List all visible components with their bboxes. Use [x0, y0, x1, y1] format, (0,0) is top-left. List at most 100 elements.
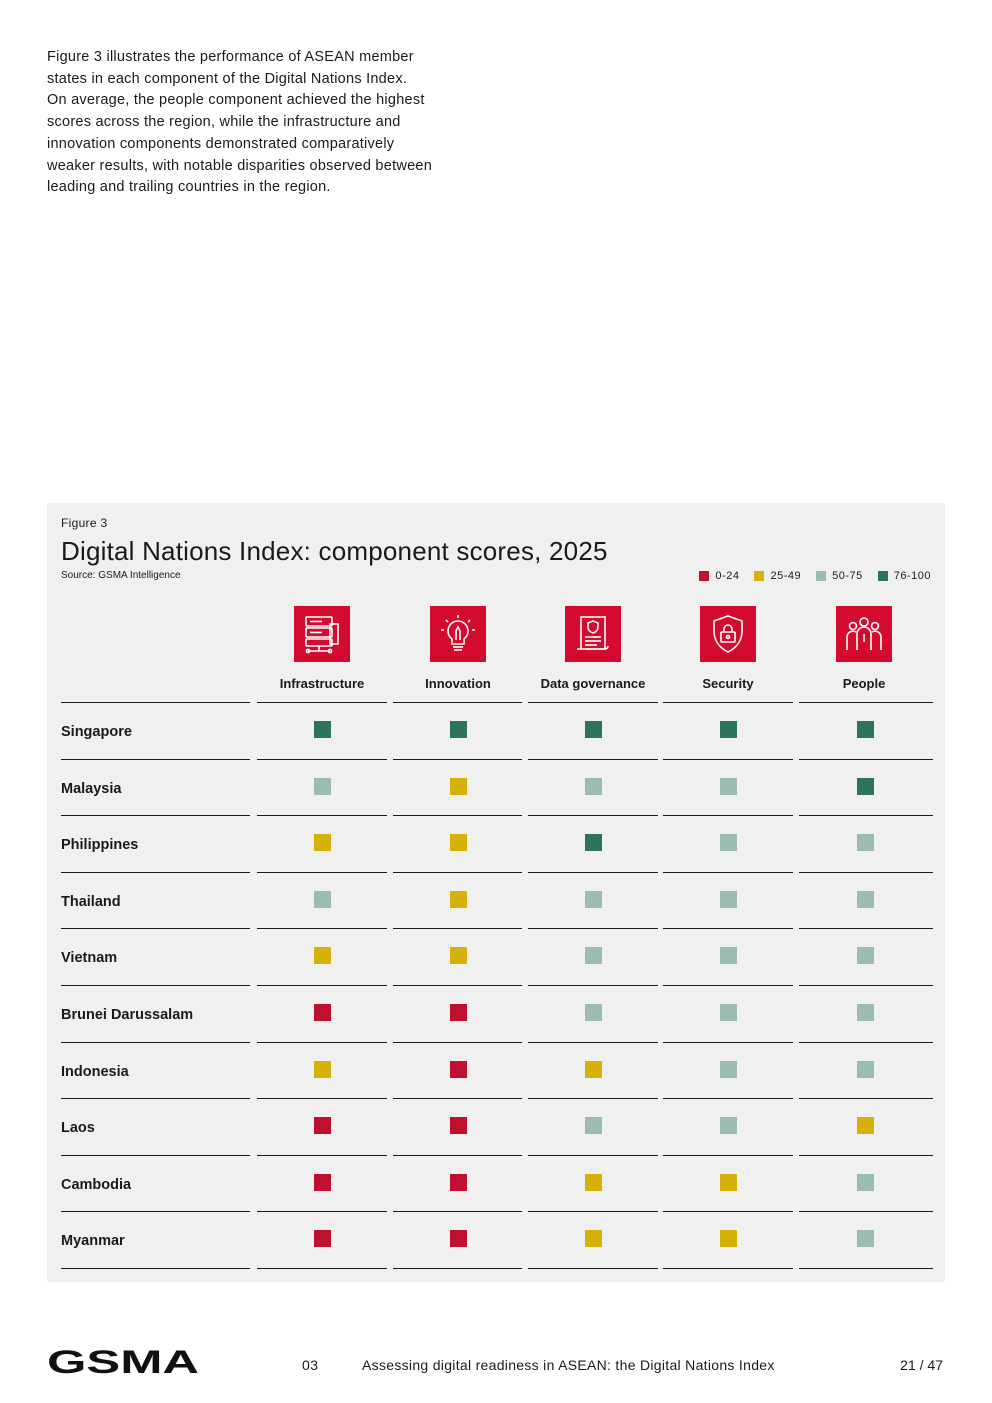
score-cell — [584, 834, 602, 851]
legend-label: 25-49 — [770, 570, 802, 582]
column-label: Infrastructure — [279, 676, 365, 691]
row-divider — [393, 1211, 522, 1212]
score-cell — [584, 1004, 602, 1021]
score-cell — [313, 1117, 331, 1134]
row-divider — [61, 815, 250, 816]
row-divider — [663, 872, 793, 873]
row-divider — [799, 759, 933, 760]
legend-item: 50-75 — [816, 570, 863, 582]
footer-document-title: Assessing digital readiness in ASEAN: th… — [362, 1357, 775, 1373]
country-label: Malaysia — [61, 781, 122, 797]
table-rules — [47, 503, 945, 1282]
column-header-security: Security — [663, 606, 793, 691]
row-divider — [799, 985, 933, 986]
row-divider — [61, 1155, 250, 1156]
row-divider — [257, 759, 387, 760]
country-label: Cambodia — [61, 1177, 132, 1193]
country-label: Myanmar — [61, 1233, 125, 1249]
intro-line: innovation components demonstrated compa… — [47, 135, 395, 152]
row-divider — [257, 1098, 387, 1099]
column-header-innovation: Innovation — [393, 606, 523, 691]
country-label: Philippines — [61, 837, 139, 853]
score-cell — [584, 721, 602, 738]
row-divider — [61, 759, 250, 760]
score-cell — [719, 891, 737, 908]
row-divider — [393, 815, 522, 816]
row-divider — [61, 928, 250, 929]
figure-title: Digital Nations Index: component scores,… — [61, 536, 608, 566]
row-divider — [393, 928, 522, 929]
row-divider — [61, 1211, 250, 1212]
row-divider — [393, 1098, 522, 1099]
score-cell — [856, 1230, 874, 1247]
score-cell — [856, 1061, 874, 1078]
row-divider — [528, 759, 658, 760]
score-cell — [313, 891, 331, 908]
gsma-logo: GSMA — [47, 1348, 199, 1376]
row-divider — [257, 1268, 387, 1269]
legend-swatch — [699, 571, 710, 581]
score-cell — [584, 1061, 602, 1078]
document-shield-icon — [565, 606, 621, 662]
row-divider — [61, 872, 250, 873]
score-cell — [313, 778, 331, 795]
row-divider — [799, 1268, 933, 1269]
row-divider — [663, 985, 793, 986]
row-divider — [528, 1211, 658, 1212]
row-divider — [799, 1211, 933, 1212]
row-divider — [257, 1211, 387, 1212]
row-divider — [257, 815, 387, 816]
score-cell — [856, 1004, 874, 1021]
intro-line: scores across the region, while the infr… — [47, 114, 401, 131]
legend-swatch — [754, 571, 765, 581]
row-divider — [61, 985, 250, 986]
row-divider — [61, 1098, 250, 1099]
row-divider — [799, 1098, 933, 1099]
row-divider — [663, 1098, 793, 1099]
row-divider — [799, 815, 933, 816]
score-cell — [313, 947, 331, 964]
score-cell — [449, 834, 467, 851]
score-cell — [856, 891, 874, 908]
row-divider — [257, 1155, 387, 1156]
score-cell — [313, 1004, 331, 1021]
score-cell — [856, 947, 874, 964]
column-label: Security — [702, 676, 754, 691]
row-divider — [663, 1268, 793, 1269]
row-divider — [663, 815, 793, 816]
column-label: Innovation — [425, 676, 491, 691]
footer-section-number: 03 — [302, 1357, 319, 1373]
row-divider — [663, 1042, 793, 1043]
legend-item: 76-100 — [877, 570, 931, 582]
row-divider — [528, 1268, 658, 1269]
score-cell — [313, 1230, 331, 1247]
row-divider — [663, 702, 793, 703]
legend-swatch — [877, 571, 888, 581]
score-cell — [719, 721, 737, 738]
row-divider — [61, 702, 250, 703]
footer-page-number: 21 / 47 — [900, 1357, 943, 1373]
score-cell — [719, 1004, 737, 1021]
score-cell — [856, 1174, 874, 1191]
score-cell — [856, 834, 874, 851]
score-cell — [449, 1061, 467, 1078]
row-divider — [528, 985, 658, 986]
score-cell — [313, 834, 331, 851]
score-cell — [584, 778, 602, 795]
people-group-icon — [836, 606, 892, 662]
row-divider — [663, 928, 793, 929]
intro-line: On average, the people component achieve… — [47, 92, 425, 109]
row-divider — [528, 872, 658, 873]
score-cell — [719, 1174, 737, 1191]
column-label: People — [842, 676, 886, 691]
score-cell — [584, 947, 602, 964]
score-cell — [449, 947, 467, 964]
figure-label: Figure 3 — [61, 516, 108, 530]
row-divider — [257, 1042, 387, 1043]
score-cell — [584, 1117, 602, 1134]
score-cell — [856, 721, 874, 738]
row-divider — [663, 759, 793, 760]
row-divider — [799, 702, 933, 703]
row-divider — [799, 1042, 933, 1043]
row-divider — [799, 1155, 933, 1156]
